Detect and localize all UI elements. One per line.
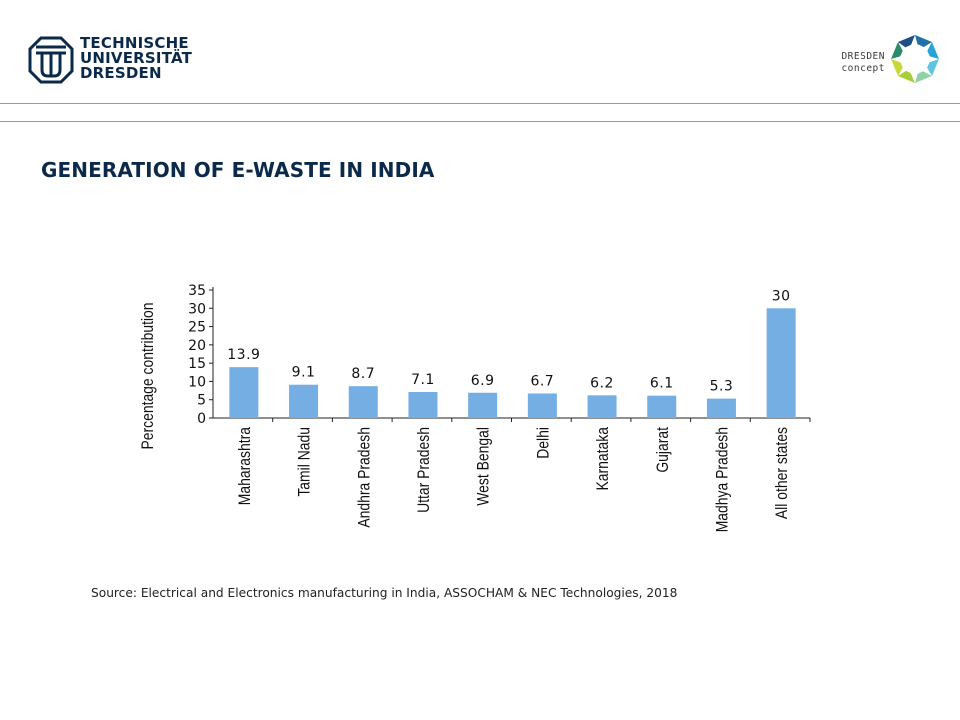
x-tick-label: West Bengal [474, 427, 493, 506]
bar [766, 308, 796, 418]
bar-value-label: 13.9 [227, 347, 260, 363]
bar [348, 386, 378, 418]
dresden-concept-wordmark: DRESDEN concept [841, 51, 885, 75]
dresden-concept-mark-icon [891, 35, 939, 83]
dc-line-1: DRESDEN [841, 51, 885, 62]
x-tick-label: Karnataka [594, 427, 613, 491]
x-tick-label: Delhi [534, 427, 553, 459]
y-tick-label: 0 [197, 411, 206, 427]
bar [229, 367, 259, 418]
bar-value-label: 7.1 [411, 372, 435, 388]
dc-line-2: concept [841, 63, 885, 74]
bar [706, 398, 736, 418]
x-tick-label: Maharashtra [236, 427, 255, 506]
header-divider-bottom [0, 121, 960, 122]
bar-value-label: 30 [772, 288, 791, 304]
bar [408, 392, 438, 418]
e-waste-bar-chart: 0 5 10 15 20 25 30 35 Percentage contribution 13.… [139, 283, 811, 532]
tu-dresden-wordmark: TECHNISCHE UNIVERSITÄT DRESDEN [80, 36, 192, 81]
y-tick-label: 35 [188, 283, 206, 299]
x-tick-label: Andhra Pradesh [355, 427, 374, 528]
y-tick-label: 30 [188, 301, 206, 317]
slide-title: GENERATION OF E-WASTE IN INDIA [41, 158, 435, 182]
bar-value-label: 6.9 [471, 373, 495, 389]
bar [527, 393, 557, 418]
bar-value-label: 8.7 [351, 366, 375, 382]
tud-line-2: UNIVERSITÄT [80, 49, 193, 67]
bar [468, 392, 498, 418]
dresden-concept-logo: DRESDEN concept [828, 33, 943, 87]
x-tick-label: Uttar Pradesh [415, 427, 434, 513]
x-tick-label: Tamil Nadu [295, 427, 314, 497]
bar [647, 395, 677, 418]
y-tick-label: 5 [197, 393, 206, 409]
bar-value-label: 6.1 [650, 376, 674, 392]
y-tick-label: 10 [188, 374, 206, 390]
tu-dresden-logo: TECHNISCHE UNIVERSITÄT DRESDEN [28, 36, 198, 86]
x-tick-label: All other states [773, 427, 792, 519]
y-tick-label: 25 [188, 320, 206, 336]
tud-line-1: TECHNISCHE [80, 34, 189, 52]
y-axis-label: Percentage contribution [139, 302, 158, 449]
source-citation: Source: Electrical and Electronics manuf… [91, 586, 678, 600]
y-tick-label: 20 [188, 338, 206, 354]
tu-dresden-emblem-icon [28, 36, 74, 84]
bar [289, 384, 319, 418]
bar-value-label: 6.7 [530, 373, 554, 389]
y-tick-label: 15 [188, 356, 206, 372]
bar-value-label: 9.1 [292, 365, 316, 381]
bar [587, 395, 617, 418]
header-divider-top [0, 103, 960, 104]
x-tick-label: Gujarat [654, 426, 673, 472]
x-tick-label: Madhya Pradesh [713, 427, 732, 532]
bar-value-label: 6.2 [590, 375, 614, 391]
bar-value-label: 5.3 [710, 379, 734, 395]
tud-line-3: DRESDEN [80, 64, 162, 82]
